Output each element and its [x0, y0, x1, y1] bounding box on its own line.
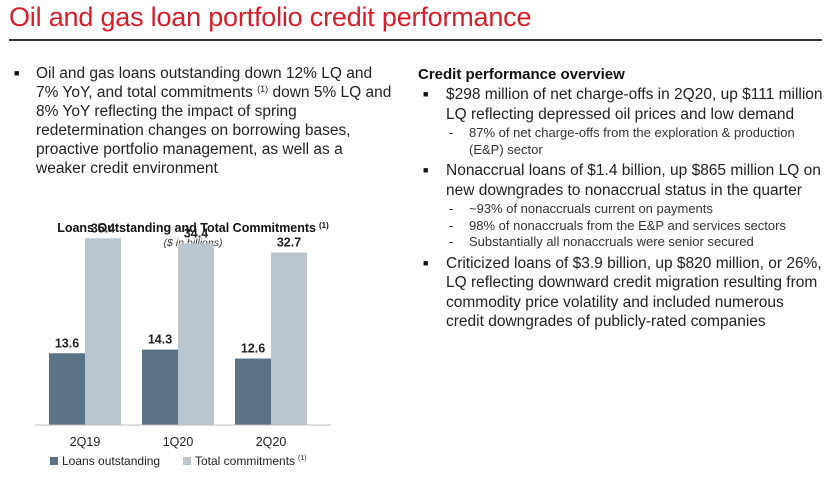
data-label: 35.4 [91, 221, 115, 235]
bar-loans-2q20 [235, 358, 271, 425]
footnote-ref: (1) [257, 84, 269, 94]
data-label: 14.3 [148, 333, 172, 347]
chart-title-footnote: (1) [319, 221, 329, 230]
summary-bullet: ■ Oil and gas loans outstanding down 12%… [14, 64, 394, 178]
overview-sub-list: - ~93% of nonaccruals current on payments… [418, 201, 823, 251]
overview-sub-text: 87% of net charge-offs from the explorat… [469, 125, 795, 157]
legend-swatch-loans [50, 457, 58, 465]
overview-sub-text: Substantially all nonaccruals were senio… [469, 234, 754, 249]
x-tick-label: 2Q20 [256, 435, 287, 449]
overview-bullet: ■ Criticized loans of $3.9 billion, up $8… [418, 254, 823, 332]
overview-bullet-text: Nonaccrual loans of $1.4 billion, up $86… [446, 162, 821, 199]
square-bullet-icon: ■ [423, 257, 429, 268]
overview-sub-text: 98% of nonaccruals from the E&P and serv… [469, 217, 786, 233]
data-label: 13.6 [55, 336, 79, 350]
square-bullet-icon: ■ [423, 165, 429, 175]
legend-footnote: (1) [298, 455, 307, 462]
summary-text: Oil and gas loans outstanding down 12% L… [36, 64, 394, 178]
overview-sub-item: - ~93% of nonaccruals current on payments [449, 201, 823, 218]
chart-title-text: Loans Outstanding and Total Commitments [57, 221, 316, 235]
overview-sub-item: - Substantially all nonaccruals were seni… [449, 234, 823, 251]
overview-sub-item: -87% of net charge-offs from the explora… [449, 125, 823, 158]
x-tick-label: 1Q20 [163, 435, 194, 449]
overview-list: ■ $298 million of net charge-offs in 2Q20… [418, 85, 823, 332]
summary-text-part2: down 5% LQ and 8% YoY reflecting the imp… [36, 84, 392, 177]
dash-bullet-icon: - [449, 234, 454, 249]
overview-bullet-text: $298 million of net charge-offs in 2Q20,… [446, 86, 823, 123]
overview-sub-list: -87% of net charge-offs from the explora… [418, 125, 823, 158]
bar-commitments-1q20 [178, 243, 214, 425]
overview-heading: Credit performance overview [418, 66, 625, 83]
legend-label-loans: Loans outstanding [62, 454, 160, 468]
chart-title: Loans Outstanding and Total Commitments(… [57, 221, 329, 235]
dash-bullet-icon: - [449, 217, 454, 233]
chart-canvas: Loans Outstanding and Total Commitments(… [35, 221, 331, 468]
data-label: 34.4 [184, 227, 208, 241]
overview-bullet: ■ $298 million of net charge-offs in 2Q20… [418, 85, 823, 124]
loans-commitments-chart: Loans Outstanding and Total Commitments(… [0, 214, 400, 482]
title-divider [9, 39, 822, 41]
bar-loans-2q19 [49, 353, 85, 425]
dash-bullet-icon: - [449, 201, 454, 216]
square-bullet-icon: ■ [14, 68, 20, 78]
dash-bullet-icon: - [449, 125, 454, 140]
legend-label-commitments: Total commitments (1) [195, 454, 307, 468]
x-tick-label: 2Q19 [70, 435, 101, 449]
overview-bullet: ■ Nonaccrual loans of $1.4 billion, up $8… [418, 161, 823, 200]
data-label: 32.7 [277, 236, 301, 250]
summary-text-part1: Oil and gas loans outstanding down 12% L… [36, 65, 373, 101]
overview-bullet-text: Criticized loans of $3.9 billion, up $82… [446, 254, 822, 331]
square-bullet-icon: ■ [423, 89, 429, 99]
overview-sub-item: -98% of nonaccruals from the E&P and ser… [449, 218, 823, 235]
legend-label-commitments-text: Total commitments [195, 454, 295, 468]
bar-loans-1q20 [142, 349, 178, 425]
data-label: 12.6 [241, 342, 265, 356]
bar-commitments-2q20 [271, 252, 307, 425]
bar-commitments-2q19 [85, 238, 121, 425]
left-summary: ■ Oil and gas loans outstanding down 12%… [14, 64, 394, 178]
credit-overview: Credit performance overview ■ $298 millio… [418, 65, 823, 332]
overview-sub-text: ~93% of nonaccruals current on payments [469, 201, 713, 216]
page-title: Oil and gas loan portfolio credit perfor… [9, 2, 532, 32]
legend-swatch-commitments [183, 457, 191, 465]
